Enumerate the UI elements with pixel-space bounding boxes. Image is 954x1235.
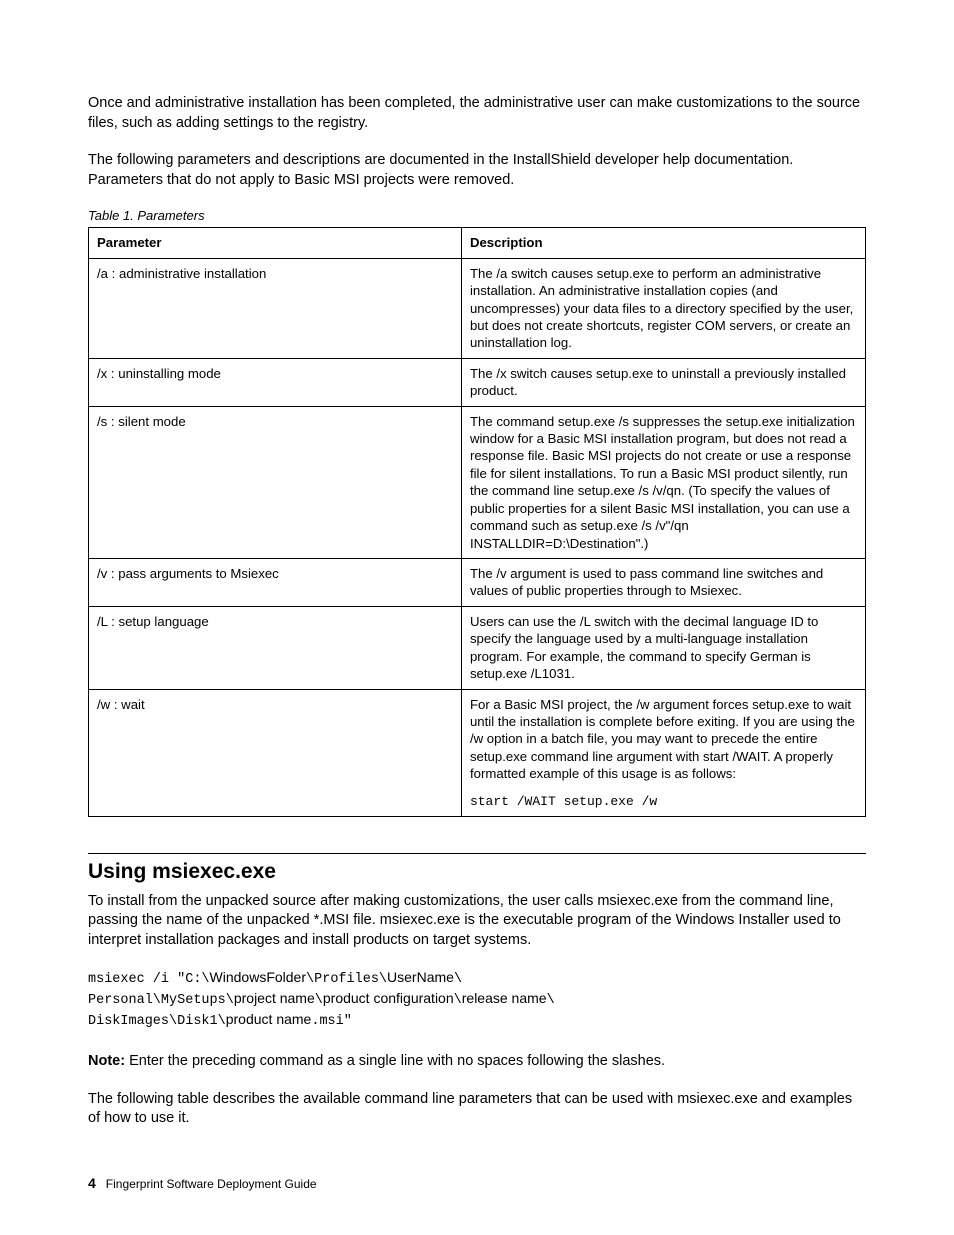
desc-cell: The command setup.exe /s suppresses the …: [461, 406, 865, 558]
cmd-mono: Personal\MySetups\: [88, 993, 234, 1008]
param-cell: /s : silent mode: [89, 406, 462, 558]
desc-text: For a Basic MSI project, the /w argument…: [470, 696, 857, 783]
cmd-var: WindowsFolder: [210, 969, 306, 985]
param-cell: /v : pass arguments to Msiexec: [89, 559, 462, 607]
section2-para-3: The following table describes the availa…: [88, 1090, 866, 1129]
cmd-var: project name: [234, 990, 315, 1006]
table-row: /w : wait For a Basic MSI project, the /…: [89, 689, 866, 816]
cmd-mono: \: [454, 993, 462, 1008]
cmd-var: product name: [226, 1011, 312, 1027]
cmd-var: UserName: [387, 969, 454, 985]
intro-para-2: The following parameters and description…: [88, 151, 866, 190]
col-description: Description: [461, 228, 865, 258]
code-example: start /WAIT setup.exe /w: [470, 793, 857, 810]
param-cell: /x : uninstalling mode: [89, 358, 462, 406]
param-cell: /L : setup language: [89, 606, 462, 689]
desc-cell: The /x switch causes setup.exe to uninst…: [461, 358, 865, 406]
section2-para-1: To install from the unpacked source afte…: [88, 892, 866, 951]
section-title: Using msiexec.exe: [88, 860, 866, 884]
intro-para-1: Once and administrative installation has…: [88, 94, 866, 133]
desc-cell: The /a switch causes setup.exe to perfor…: [461, 258, 865, 358]
table-row: /v : pass arguments to Msiexec The /v ar…: [89, 559, 866, 607]
cmd-mono: msiexec /i "C:\: [88, 972, 210, 987]
page: Once and administrative installation has…: [0, 0, 954, 1235]
section-divider: [88, 853, 866, 854]
desc-cell: For a Basic MSI project, the /w argument…: [461, 689, 865, 816]
page-number: 4: [88, 1175, 96, 1191]
note-label: Note:: [88, 1053, 125, 1069]
cmd-mono: \Profiles\: [306, 972, 387, 987]
cmd-var: product configuration: [323, 990, 454, 1006]
table-row: /L : setup language Users can use the /L…: [89, 606, 866, 689]
cmd-var: release name: [462, 990, 547, 1006]
col-parameter: Parameter: [89, 228, 462, 258]
parameters-table: Parameter Description /a : administrativ…: [88, 227, 866, 817]
note-para: Note: Enter the preceding command as a s…: [88, 1052, 866, 1072]
table-header-row: Parameter Description: [89, 228, 866, 258]
param-cell: /w : wait: [89, 689, 462, 816]
desc-cell: Users can use the /L switch with the dec…: [461, 606, 865, 689]
param-cell: /a : administrative installation: [89, 258, 462, 358]
footer-title: Fingerprint Software Deployment Guide: [106, 1177, 317, 1191]
table-row: /s : silent mode The command setup.exe /…: [89, 406, 866, 558]
command-block: msiexec /i "C:\WindowsFolder\Profiles\Us…: [88, 968, 866, 1030]
desc-cell: The /v argument is used to pass command …: [461, 559, 865, 607]
cmd-mono: \: [315, 993, 323, 1008]
table-caption: Table 1. Parameters: [88, 208, 866, 223]
note-text: Enter the preceding command as a single …: [125, 1053, 665, 1069]
cmd-mono: \: [547, 993, 555, 1008]
table-row: /a : administrative installation The /a …: [89, 258, 866, 358]
table-row: /x : uninstalling mode The /x switch cau…: [89, 358, 866, 406]
cmd-mono: .msi": [311, 1014, 352, 1029]
cmd-mono: \: [454, 972, 462, 987]
page-footer: 4 Fingerprint Software Deployment Guide: [88, 1175, 317, 1191]
cmd-mono: DiskImages\Disk1\: [88, 1014, 226, 1029]
